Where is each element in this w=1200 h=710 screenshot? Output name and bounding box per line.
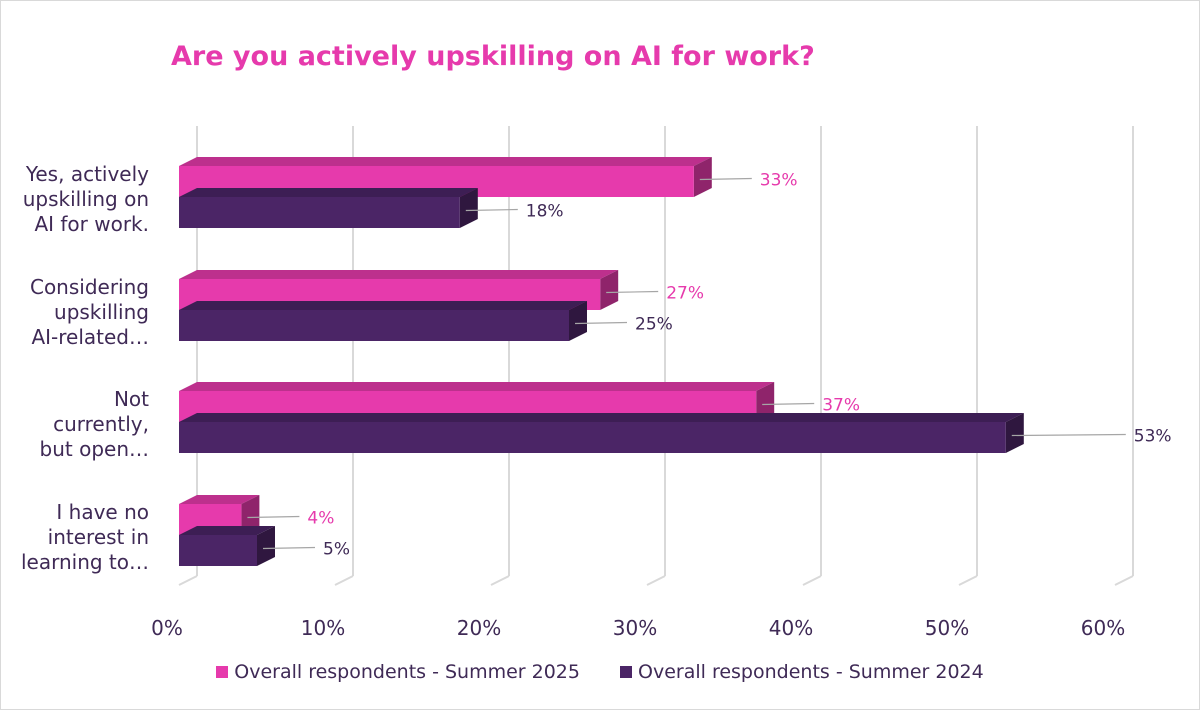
bar-top-face <box>179 157 712 166</box>
chart-title: Are you actively upskilling on AI for wo… <box>171 41 815 72</box>
bar-side-face <box>459 188 478 228</box>
bar-side-face <box>756 382 775 422</box>
gridline-floor <box>646 575 666 586</box>
leader-line <box>606 290 659 294</box>
bar-top-face <box>179 495 260 504</box>
bar-top-face <box>179 301 587 310</box>
bar-front-face <box>179 535 257 566</box>
category-label-line: AI-related… <box>31 325 149 349</box>
legend-label-2025: Overall respondents - Summer 2025 <box>234 661 580 683</box>
category-label: Not currently, but open… <box>40 387 150 461</box>
bar-top-face <box>179 382 775 391</box>
category-label: I have no interest in learning to… <box>21 500 149 574</box>
leader-line <box>262 546 316 550</box>
leader-line <box>247 515 300 519</box>
leader-line <box>1011 433 1126 437</box>
bar-side-face <box>241 495 260 535</box>
gridline-floor <box>1114 575 1134 586</box>
category-label-line: but open… <box>40 437 149 461</box>
leader-line <box>699 177 752 181</box>
category-label: Yes, actively upskilling on AI for work. <box>23 162 149 236</box>
data-labels: 33% 18% 27% 25% 37% 53% 4% 5% <box>247 171 1172 560</box>
x-tick-label: 10% <box>301 616 345 640</box>
category-label: Considering upskilling AI-related… <box>30 275 149 349</box>
bar-top-face <box>179 413 1024 422</box>
gridline-floor <box>178 575 198 586</box>
bar-side-face <box>1005 413 1024 453</box>
data-label: 27% <box>666 284 704 304</box>
x-tick-label: 30% <box>613 616 657 640</box>
bar-front-face <box>179 422 1006 453</box>
data-label: 5% <box>323 540 350 560</box>
bar-side-face <box>257 526 275 566</box>
x-tick-label: 40% <box>769 616 813 640</box>
category-labels: Yes, actively upskilling on AI for work. Co… <box>21 162 149 574</box>
category-label-line: I have no <box>56 500 149 524</box>
legend-label-2024: Overall respondents - Summer 2024 <box>638 661 984 683</box>
legend-swatch-2025 <box>216 666 229 678</box>
gridline-floor <box>490 575 510 586</box>
data-label: 53% <box>1134 427 1172 447</box>
gridline-floor <box>958 575 978 586</box>
bar-front-face <box>179 197 460 228</box>
leader-line <box>465 208 518 212</box>
leader-line <box>574 321 628 325</box>
bar <box>179 526 275 566</box>
data-label: 25% <box>635 315 673 335</box>
category-label-line: currently, <box>53 412 149 436</box>
gridline-floor <box>802 575 822 586</box>
gridline-floor <box>334 575 354 586</box>
x-tick-label: 0% <box>151 616 183 640</box>
category-label-line: learning to… <box>21 550 149 574</box>
bar-top-face <box>179 526 275 535</box>
bar-side-face <box>569 301 587 341</box>
bars <box>179 157 1024 566</box>
data-label: 18% <box>526 202 564 222</box>
bar-front-face <box>179 310 569 341</box>
leader-line <box>762 402 815 406</box>
category-label-line: interest in <box>48 525 149 549</box>
category-label-line: upskilling <box>54 300 149 324</box>
bar-side-face <box>693 157 712 197</box>
category-label-line: Not <box>114 387 149 411</box>
bar-top-face <box>179 270 619 279</box>
category-label-line: Considering <box>30 275 149 299</box>
category-label-line: AI for work. <box>34 212 149 236</box>
legend-swatch-2024 <box>620 666 632 678</box>
legend: Overall respondents - Summer 2025 Overal… <box>1 661 1199 683</box>
category-label-line: Yes, actively <box>25 162 149 186</box>
x-tick-label: 20% <box>457 616 501 640</box>
data-label: 37% <box>822 396 860 416</box>
legend-item-2025: Overall respondents - Summer 2025 <box>216 661 580 683</box>
bar-side-face <box>600 270 619 310</box>
legend-item-2024: Overall respondents - Summer 2024 <box>620 661 984 683</box>
data-label: 33% <box>760 171 798 191</box>
bar-top-face <box>179 188 478 197</box>
bar <box>179 301 587 341</box>
x-tick-labels: 0% 10% 20% 30% 40% 50% 60% <box>151 616 1125 640</box>
x-tick-label: 50% <box>925 616 969 640</box>
bar <box>179 413 1024 453</box>
category-label-line: upskilling on <box>23 187 149 211</box>
data-label: 4% <box>307 509 334 529</box>
bar <box>179 188 478 228</box>
x-tick-label: 60% <box>1081 616 1125 640</box>
